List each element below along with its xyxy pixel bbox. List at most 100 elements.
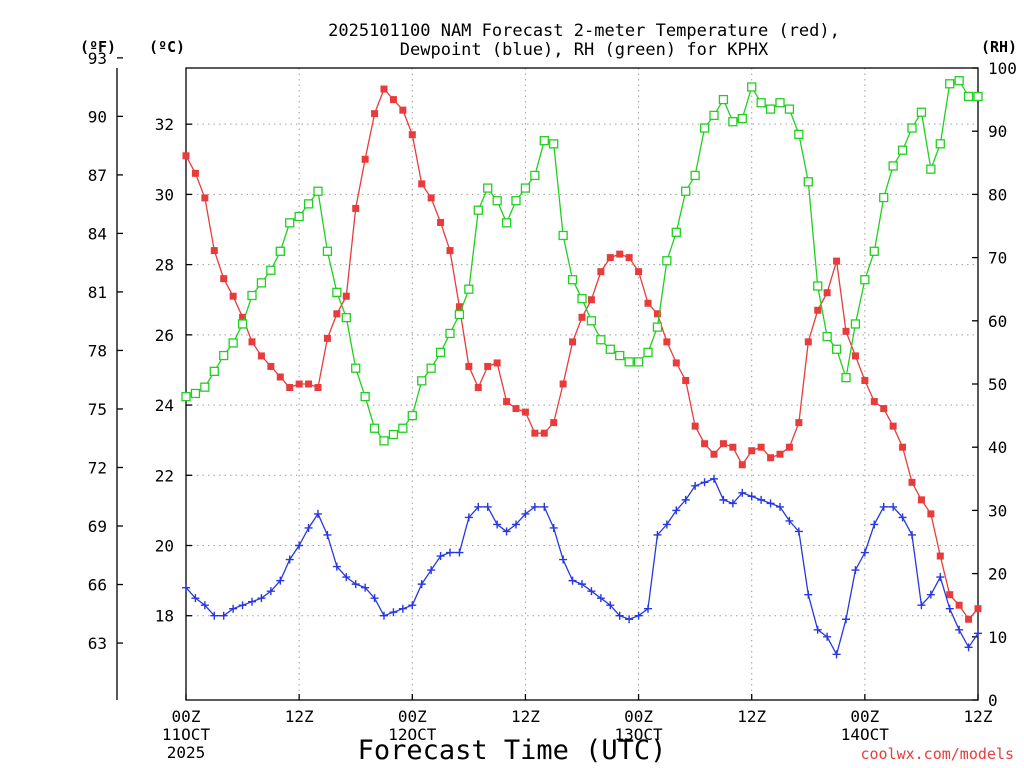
rh-point — [360, 391, 370, 402]
temperature-point — [503, 398, 511, 406]
dewpoint-point — [832, 650, 841, 659]
rh-point — [633, 357, 644, 367]
temperature-point — [220, 275, 228, 283]
temperature-point — [286, 384, 294, 392]
dewpoint-point — [644, 604, 652, 613]
celsius-tick-label: 30 — [155, 185, 174, 204]
rh-point — [567, 275, 578, 285]
temperature-point — [710, 450, 718, 458]
dewpoint-point — [370, 594, 379, 603]
temperature-point — [201, 194, 209, 202]
time-tick-label: 2025 — [167, 743, 206, 762]
rh-point — [200, 382, 210, 392]
rh-tick-label: 10 — [988, 628, 1007, 647]
rh-point — [643, 347, 653, 358]
rh-point — [897, 145, 908, 155]
rh-point — [652, 322, 663, 332]
dewpoint-point — [351, 580, 360, 589]
rh-tick-label: 40 — [988, 438, 1007, 457]
rh-tick-label: 20 — [988, 565, 1007, 584]
dewpoint-point — [229, 604, 238, 613]
dewpoint-point — [568, 576, 577, 585]
fahrenheit-tick-label: 78 — [88, 341, 107, 360]
rh-point — [237, 319, 248, 329]
temperature-point — [295, 380, 303, 388]
dewpoint-point — [842, 615, 850, 624]
rh-point — [699, 123, 710, 133]
rh-point — [332, 287, 342, 298]
temperature-point — [804, 338, 812, 346]
celsius-tick-label: 20 — [155, 537, 174, 556]
rh-series — [181, 75, 983, 446]
rh-point — [454, 309, 465, 320]
temperature-point — [446, 247, 454, 255]
rh-point — [907, 123, 917, 133]
rh-point — [445, 328, 455, 339]
fahrenheit-tick-label: 81 — [88, 283, 107, 302]
dewpoint-point — [851, 566, 860, 575]
temperature-point — [323, 334, 331, 342]
temperature-point — [305, 380, 313, 388]
dewpoint-series — [182, 474, 982, 659]
x-axis-label: Forecast Time (UTC) — [358, 735, 667, 766]
rh-point — [850, 319, 861, 329]
rh-point — [473, 205, 483, 215]
rh-point — [228, 338, 238, 348]
temperature-point — [691, 422, 699, 430]
rh-tick-label: 80 — [988, 185, 1007, 204]
rh-point — [973, 91, 983, 102]
rh-point — [756, 98, 766, 108]
time-tick-label: 12Z — [285, 707, 314, 726]
temperature-point — [635, 268, 643, 276]
dewpoint-point — [474, 502, 483, 511]
dewpoint-point — [710, 474, 718, 483]
rh-point — [615, 350, 625, 361]
dewpoint-point — [587, 587, 596, 596]
dewpoint-point — [257, 594, 266, 603]
temperature-point — [569, 338, 577, 346]
dewpoint-point — [342, 573, 351, 582]
rh-point — [737, 113, 747, 124]
time-tick-label: 00Z — [624, 707, 653, 726]
rh-point — [426, 363, 436, 373]
dewpoint-point — [512, 520, 520, 529]
dewpoint-point — [540, 502, 549, 511]
fahrenheit-tick-label: 72 — [88, 458, 107, 477]
rh-point — [247, 290, 257, 301]
rh-tick-label: 100 — [988, 59, 1017, 78]
dewpoint-point — [521, 509, 530, 518]
rh-point — [190, 388, 201, 399]
dewpoint-point — [314, 509, 322, 518]
rh-tick-label: 0 — [988, 691, 998, 710]
rh-point — [813, 281, 823, 291]
temperature-point — [597, 268, 605, 276]
temperature-point — [484, 362, 492, 370]
temperature-point — [814, 306, 822, 314]
rh-point — [841, 373, 851, 383]
temperature-point — [823, 289, 831, 297]
temperature-point — [917, 496, 925, 504]
dewpoint-point — [813, 625, 822, 634]
temperature-point — [587, 296, 595, 304]
rh-point — [266, 265, 276, 275]
dewpoint-point — [191, 594, 200, 603]
temperature-point — [314, 384, 322, 392]
temperature-point — [512, 405, 520, 413]
dewpoint-point — [417, 580, 426, 589]
temperature-point — [719, 440, 727, 448]
temperature-point — [927, 510, 935, 518]
dewpoint-point — [182, 583, 190, 592]
temperature-point — [616, 250, 624, 258]
dewpoint-point — [785, 516, 794, 525]
temperature-point — [899, 443, 907, 451]
fahrenheit-tick-label: 75 — [88, 400, 107, 419]
temperature-point — [474, 384, 482, 392]
rh-point — [549, 139, 559, 149]
celsius-tick-label: 18 — [155, 607, 174, 626]
dewpoint-point — [691, 481, 700, 490]
temperature-point — [210, 247, 218, 255]
rh-point — [935, 139, 945, 149]
rh-point — [709, 110, 719, 121]
fahrenheit-tick-label: 87 — [88, 166, 107, 185]
